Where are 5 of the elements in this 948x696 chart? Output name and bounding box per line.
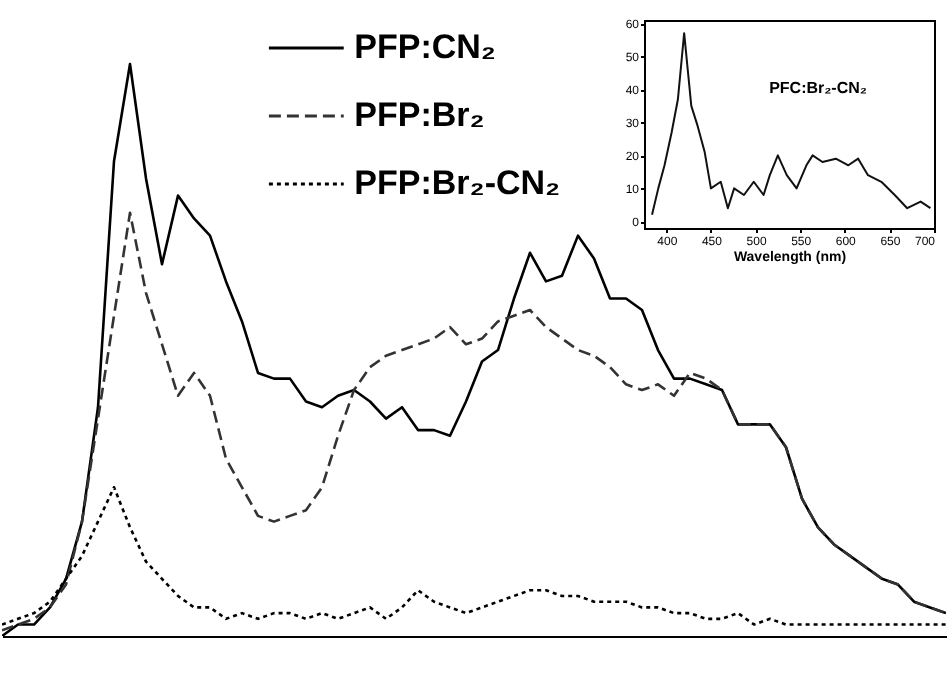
legend-label: PFP:Br₂: [354, 96, 485, 134]
legend-label: PFP:CN₂: [354, 28, 497, 66]
legend-label: PFP:Br₂-CN₂: [354, 164, 561, 202]
line-series: [651, 32, 932, 216]
annotation: PFC:Br₂-CN₂: [769, 78, 868, 97]
